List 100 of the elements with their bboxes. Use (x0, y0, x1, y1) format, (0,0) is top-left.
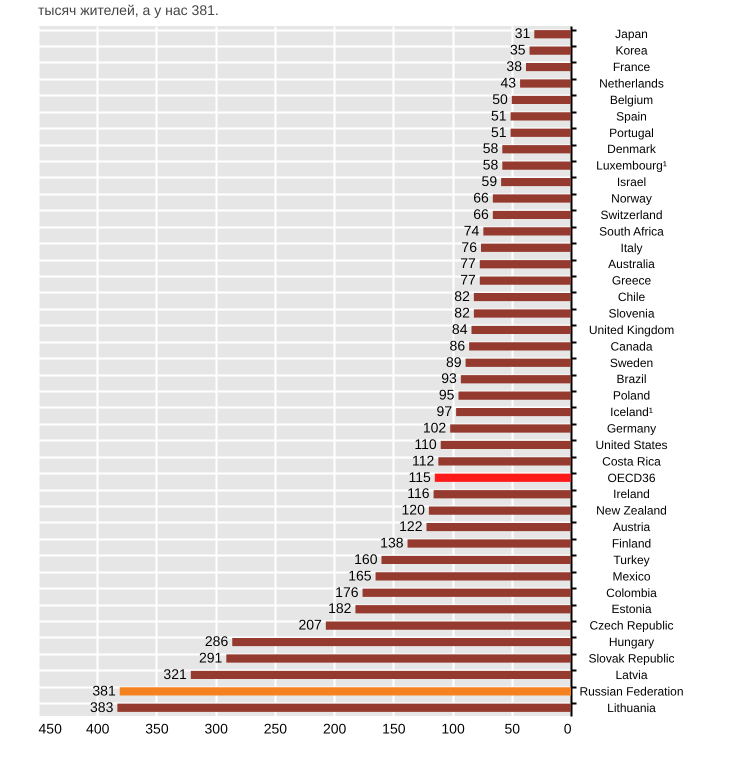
y-tick-label: Costa Rica (602, 454, 662, 468)
bar (450, 424, 571, 433)
data-label: 115 (408, 468, 431, 485)
y-tick-label: France (612, 60, 650, 74)
bar (526, 62, 571, 72)
y-tick-label: Korea (615, 44, 648, 58)
y-tick-label: Portugal (609, 126, 654, 140)
y-tick-label: Hungary (608, 635, 654, 650)
bar (520, 79, 571, 88)
y-tick-label: Lithuania (607, 700, 656, 715)
bar (492, 210, 571, 220)
data-label: 77 (460, 255, 476, 272)
bar (472, 326, 571, 334)
data-label: 82 (454, 304, 470, 320)
x-tick-label: 0 (564, 720, 572, 736)
y-tick-label: Poland (612, 388, 650, 403)
bar (326, 622, 571, 630)
bar (502, 145, 571, 154)
y-tick-label: New Zealand (596, 504, 667, 518)
y-tick-label: Italy (620, 240, 643, 255)
bar (502, 162, 571, 170)
bar (438, 457, 571, 466)
bar (456, 408, 571, 416)
bar (469, 342, 571, 350)
y-tick-label: United States (595, 438, 668, 452)
y-tick-label: Estonia (611, 602, 652, 616)
data-label: 116 (407, 485, 430, 502)
y-tick-label: Netherlands (599, 76, 664, 90)
y-tick-label: Germany (606, 422, 656, 436)
y-tick-label: Australia (608, 257, 656, 272)
y-tick-label: Greece (612, 274, 652, 288)
data-label: 89 (446, 354, 462, 370)
bar (530, 46, 571, 55)
bar (232, 638, 571, 646)
bar (428, 506, 571, 515)
x-tick-label: 200 (322, 720, 347, 736)
bar (510, 128, 571, 137)
y-tick-label: Iceland¹ (610, 405, 653, 420)
y-tick-label: Latvia (615, 668, 648, 682)
data-label: 31 (514, 25, 530, 42)
y-tick-label: Turkey (613, 552, 650, 567)
bar (480, 244, 571, 252)
data-label: 112 (412, 452, 435, 468)
y-tick-label: Norway (611, 192, 652, 206)
y-tick-label: Canada (610, 339, 653, 354)
y-tick-label: Switzerland (600, 208, 663, 222)
bar (381, 556, 571, 564)
y-tick-label: Colombia (606, 586, 658, 600)
data-label: 51 (491, 107, 507, 124)
data-label: 84 (452, 320, 468, 337)
bar (362, 588, 571, 597)
data-label: 383 (90, 698, 114, 715)
y-tick-label: Japan (615, 27, 648, 42)
y-tick-label: Slovenia (608, 306, 655, 320)
y-tick-label: Israel (616, 175, 646, 190)
bar (120, 687, 571, 696)
bar (434, 490, 571, 498)
y-tick-label: Sweden (610, 356, 654, 370)
y-tick-label: Spain (616, 109, 647, 124)
y-tick-label: Mexico (612, 569, 651, 584)
bar (466, 358, 571, 367)
data-label: 76 (461, 238, 478, 255)
bar (408, 539, 571, 548)
y-tick-label: Russian Federation (579, 684, 684, 698)
y-tick-label: Chile (618, 290, 646, 304)
text: тысяч жителей, а у нас 381. (38, 2, 219, 18)
data-label: 74 (464, 222, 480, 238)
data-label: 82 (454, 288, 470, 304)
bar (492, 194, 571, 203)
y-tick-label: Belgium (610, 92, 654, 107)
data-label: 120 (402, 502, 426, 518)
bar (190, 670, 571, 680)
bar (483, 227, 571, 236)
bar (458, 392, 571, 400)
y-tick-label: Ireland (613, 487, 650, 502)
bar (501, 178, 571, 186)
data-label: 35 (510, 42, 526, 58)
data-label: 182 (328, 600, 352, 616)
x-tick-label: 100 (441, 720, 465, 736)
y-tick-label: Czech Republic (589, 618, 674, 633)
y-tick-label: Luxembourg¹ (596, 158, 667, 173)
data-label: 321 (163, 666, 188, 682)
y-tick-label: OECD36 (607, 470, 656, 485)
data-label: 38 (506, 58, 522, 74)
data-label: 207 (298, 616, 322, 633)
data-label: 50 (492, 90, 508, 107)
data-label: 381 (92, 682, 116, 698)
bar (226, 654, 571, 663)
data-label: 291 (198, 650, 223, 666)
x-tick-label: 350 (145, 720, 169, 736)
data-label: 93 (441, 370, 458, 386)
data-label: 122 (399, 518, 423, 534)
data-label: 95 (438, 386, 455, 403)
bar (440, 440, 571, 450)
data-label: 43 (500, 74, 516, 90)
x-tick-label: 50 (504, 720, 520, 736)
y-tick-label: United Kingdom (588, 322, 674, 337)
y-tick-label: South Africa (599, 224, 664, 238)
x-tick-label: 400 (86, 720, 110, 736)
bar (480, 276, 571, 285)
